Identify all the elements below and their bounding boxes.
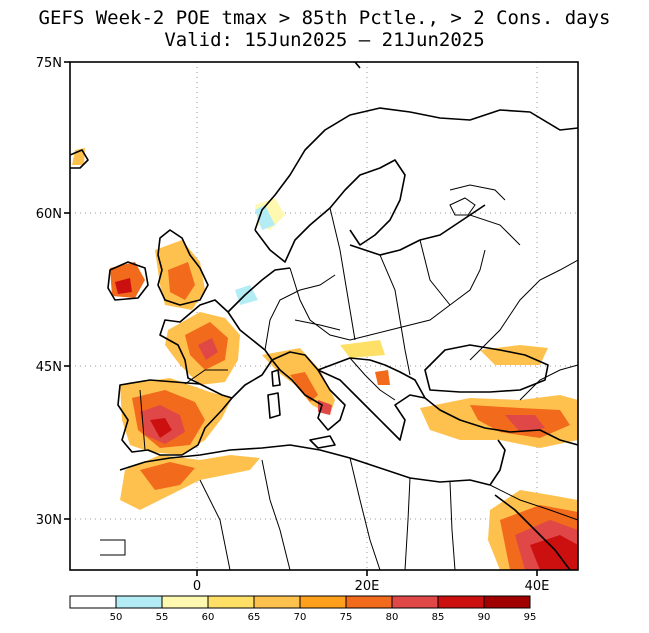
colorbar-label: 85: [432, 612, 445, 623]
map-title: GEFS Week-2 POE tmax > 85th Pctle., > 2 …: [38, 7, 611, 29]
colorbar-swatch: [299, 595, 347, 609]
colorbar-swatch: [207, 595, 255, 609]
lat-label-45n: 45N: [36, 360, 62, 375]
probability-shading: [72, 148, 578, 570]
colorbar-swatch: [391, 595, 439, 609]
colorbar-swatch: [253, 595, 301, 609]
colorbar-label: 75: [340, 612, 353, 623]
colorbar-label: 90: [478, 612, 491, 623]
colorbar-swatch: [437, 595, 485, 609]
map-subtitle: Valid: 15Jun2025 – 21Jun2025: [164, 29, 485, 51]
colorbar-label: 70: [294, 612, 307, 623]
colorbar-label: 95: [524, 612, 537, 623]
lon-label-20e: 20E: [355, 579, 380, 594]
colorbar-swatch: [483, 595, 531, 609]
colorbar-label: 80: [386, 612, 399, 623]
lat-label-60n: 60N: [36, 207, 62, 222]
lon-label-40e: 40E: [525, 579, 550, 594]
colorbar-swatch: [69, 595, 117, 609]
country-borders: [100, 184, 578, 570]
colorbar-label: 60: [202, 612, 215, 623]
lake-outline: [449, 197, 476, 216]
colorbar-label: 55: [156, 612, 169, 623]
map-frame: [69, 61, 579, 571]
lon-label-0: 0: [193, 579, 201, 594]
colorbar-label: 65: [248, 612, 261, 623]
axis-ticks: [64, 61, 538, 576]
colorbar-swatch: [161, 595, 209, 609]
lat-label-75n: 75N: [36, 56, 62, 71]
map-content: [70, 62, 578, 570]
colorbar: 50 55 60 65 70 75 80 85 90 95: [69, 595, 537, 623]
colorbar-swatch: [345, 595, 393, 609]
colorbar-swatch: [115, 595, 163, 609]
lat-label-30n: 30N: [36, 513, 62, 528]
colorbar-label: 50: [110, 612, 123, 623]
coastlines: [70, 62, 578, 570]
